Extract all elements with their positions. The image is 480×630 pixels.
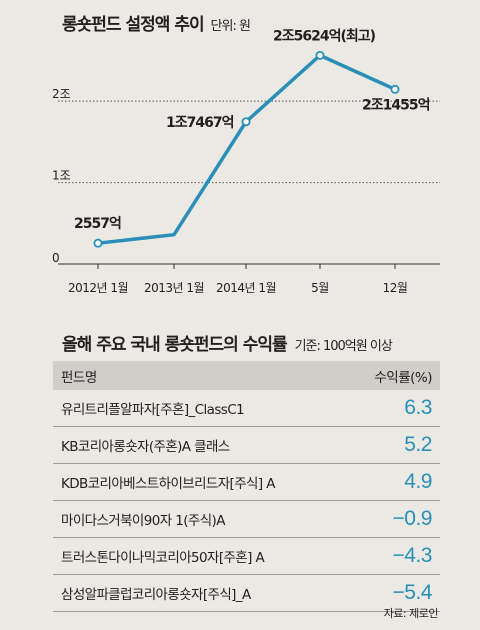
table-row: KDB코리아베스트하이브리드자[주식] A 4.9 [53,463,440,501]
x-tick-label: 2013년 1월 [144,281,204,295]
returns-table: 펀드명 수익률(%) 유리트리플알파자[주혼]_ClassC1 6.3 KB코리아… [53,361,440,612]
fund-return: −0.9 [346,500,440,538]
fund-return: 6.3 [346,390,440,427]
x-tick-label: 5월 [311,281,329,295]
fund-return: −5.4 [346,574,440,612]
table-row: 삼성알파클럽코리아롱숏자[주식]_A −5.4 [53,574,440,612]
fund-name: KDB코리아베스트하이브리드자[주식] A [53,463,347,501]
table-title-text: 올해 주요 국내 롱숏펀드의 수익률 [62,335,288,355]
chart-title-text: 롱숏펀드 설정액 추이 [62,15,205,35]
y-tick-label: 2조 [52,87,71,101]
data-label: 2557억 [74,216,121,232]
data-point [390,84,400,94]
x-tick-label: 2012년 1월 [68,281,128,295]
header-fund-name: 펀드명 [53,361,347,390]
table-subtitle: 기준: 100억원 이상 [294,339,393,354]
table-row: KB코리아롱숏자(주혼)A 클래스 5.2 [53,426,440,464]
x-tick-label: 2014년 1월 [216,281,276,295]
x-tick-label: 12월 [383,281,408,295]
data-point [93,238,103,248]
source-note: 자료: 제로인 [383,607,439,620]
table-row: 유리트리플알파자[주혼]_ClassC1 6.3 [53,390,440,427]
header-return: 수익률(%) [346,361,440,390]
fund-return: 5.2 [346,426,440,464]
fund-name: 트러스톤다이나믹코리아50자[주혼] A [53,537,347,575]
line-chart: 0 1조 2조 2012년 1월 2013년 1월 2014년 1월 5월 12월 2557억 1… [52,28,440,295]
table-title: 올해 주요 국내 롱숏펀드의 수익률 기준: 100억원 이상 [62,330,393,355]
data-point [315,50,325,60]
fund-name: 유리트리플알파자[주혼]_ClassC1 [53,390,347,427]
table-row: 마이다스거북이90자 1(주식)A −0.9 [53,500,440,538]
y-tick-label: 0 [52,251,60,265]
unit-label: 단위: 원 [210,19,251,34]
fund-name: 마이다스거북이90자 1(주식)A [53,500,347,538]
chart-title: 롱숏펀드 설정액 추이 단위: 원 [62,10,251,35]
data-label: 2조5624억(최고) [273,28,376,44]
data-label: 2조1455억 [362,97,430,113]
y-tick-label: 1조 [52,169,71,183]
fund-name: 삼성알파클럽코리아롱숏자[주식]_A [53,574,347,612]
fund-return: 4.9 [346,463,440,501]
data-label: 1조7467억 [166,115,234,131]
data-point [241,117,251,127]
fund-return: −4.3 [346,537,440,575]
fund-name: KB코리아롱숏자(주혼)A 클래스 [53,426,347,464]
table-header-row: 펀드명 수익률(%) [53,361,440,390]
table-row: 트러스톤다이나믹코리아50자[주혼] A −4.3 [53,537,440,575]
series-line [97,53,396,245]
